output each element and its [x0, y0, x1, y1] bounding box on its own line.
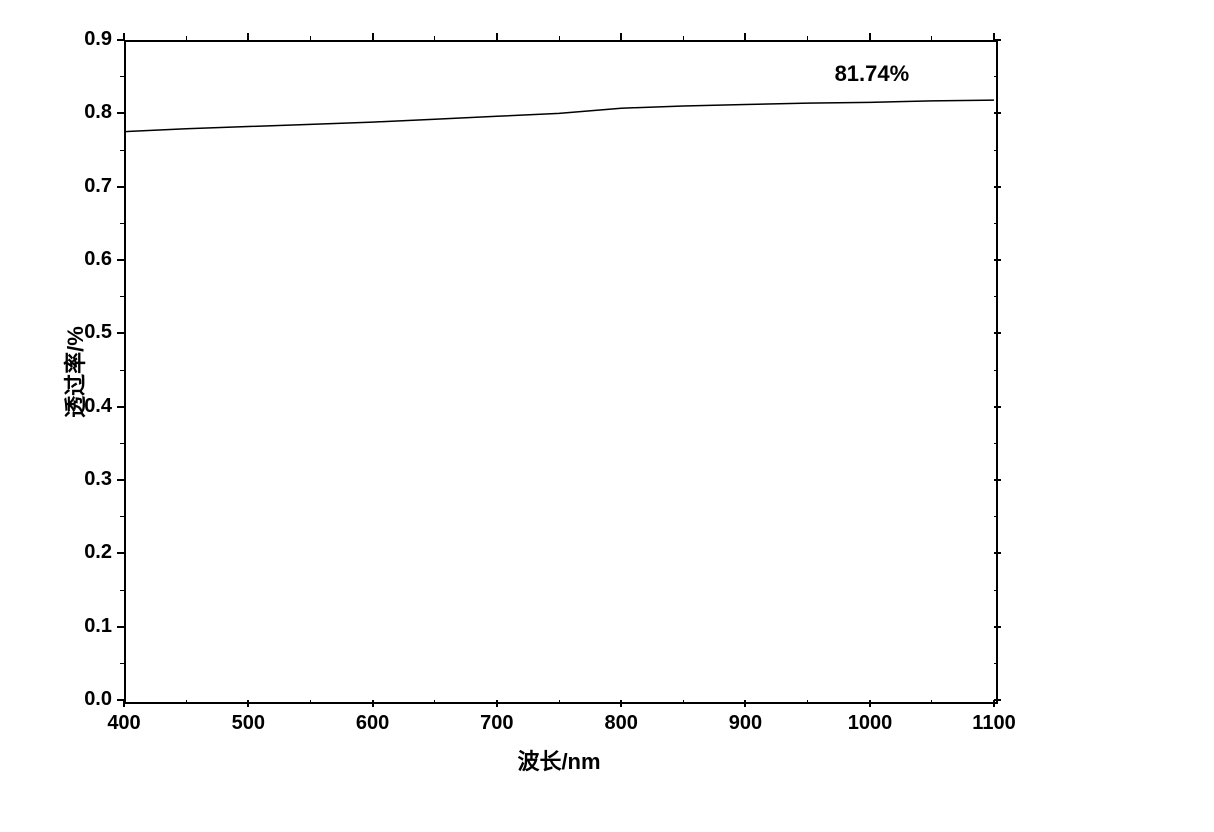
y-tick-mark	[117, 479, 124, 481]
y-tick-mark	[117, 259, 124, 261]
x-tick-mark	[744, 700, 746, 707]
x-minor-tick-top	[186, 36, 187, 40]
y-tick-mark-right	[994, 552, 1001, 554]
x-minor-tick-top	[807, 36, 808, 40]
x-tick-label: 900	[723, 712, 767, 735]
y-minor-tick	[120, 76, 124, 77]
x-minor-tick	[186, 700, 187, 704]
x-minor-tick-top	[683, 36, 684, 40]
x-minor-tick	[559, 700, 560, 704]
x-minor-tick-top	[931, 36, 932, 40]
y-tick-mark-right	[994, 39, 1001, 41]
y-tick-mark	[117, 112, 124, 114]
y-minor-tick	[120, 223, 124, 224]
y-tick-mark-right	[994, 112, 1001, 114]
y-tick-mark	[117, 332, 124, 334]
x-tick-mark-top	[372, 33, 374, 40]
y-minor-tick-right	[994, 76, 998, 77]
x-minor-tick	[310, 700, 311, 704]
y-tick-label: 0.6	[76, 248, 112, 271]
x-tick-mark-top	[620, 33, 622, 40]
x-tick-mark	[372, 700, 374, 707]
y-tick-mark	[117, 699, 124, 701]
x-minor-tick-top	[559, 36, 560, 40]
x-tick-label: 1000	[848, 712, 892, 735]
x-tick-label: 800	[599, 712, 643, 735]
y-minor-tick-right	[994, 443, 998, 444]
x-minor-tick-top	[310, 36, 311, 40]
chart-container: 81.74% 透过率/% 波长/nm 400500600700800900100…	[20, 20, 1120, 800]
y-minor-tick-right	[994, 663, 998, 664]
y-tick-label: 0.5	[76, 321, 112, 344]
x-minor-tick	[807, 700, 808, 704]
y-tick-label: 0.1	[76, 615, 112, 638]
y-tick-mark-right	[994, 626, 1001, 628]
y-tick-mark-right	[994, 186, 1001, 188]
y-tick-label: 0.0	[76, 688, 112, 711]
x-tick-mark	[620, 700, 622, 707]
x-tick-label: 600	[351, 712, 395, 735]
x-axis-label: 波长/nm	[509, 744, 609, 776]
plot-area	[124, 40, 998, 704]
y-minor-tick	[120, 443, 124, 444]
x-tick-mark-top	[496, 33, 498, 40]
y-tick-mark-right	[994, 479, 1001, 481]
x-minor-tick-top	[434, 36, 435, 40]
y-minor-tick	[120, 663, 124, 664]
x-tick-mark	[993, 700, 995, 707]
callout-label: 81.74%	[835, 61, 910, 87]
y-tick-mark-right	[994, 259, 1001, 261]
x-minor-tick	[434, 700, 435, 704]
y-tick-label: 0.3	[76, 468, 112, 491]
y-minor-tick-right	[994, 150, 998, 151]
x-tick-mark-top	[247, 33, 249, 40]
x-tick-mark-top	[869, 33, 871, 40]
y-minor-tick-right	[994, 590, 998, 591]
y-tick-mark	[117, 406, 124, 408]
y-minor-tick-right	[994, 370, 998, 371]
x-tick-mark-top	[744, 33, 746, 40]
y-minor-tick-right	[994, 516, 998, 517]
y-minor-tick	[120, 150, 124, 151]
y-tick-label: 0.8	[76, 101, 112, 124]
x-tick-label: 1100	[972, 712, 1016, 735]
y-tick-mark	[117, 39, 124, 41]
y-tick-mark	[117, 186, 124, 188]
y-tick-label: 0.2	[76, 541, 112, 564]
y-minor-tick	[120, 370, 124, 371]
x-tick-label: 400	[102, 712, 146, 735]
y-minor-tick	[120, 590, 124, 591]
y-tick-label: 0.4	[76, 395, 112, 418]
x-minor-tick	[931, 700, 932, 704]
x-tick-label: 500	[226, 712, 270, 735]
x-tick-mark	[247, 700, 249, 707]
y-tick-mark	[117, 626, 124, 628]
x-tick-mark	[496, 700, 498, 707]
y-minor-tick	[120, 516, 124, 517]
y-tick-label: 0.7	[76, 175, 112, 198]
y-minor-tick	[120, 296, 124, 297]
y-tick-mark	[117, 552, 124, 554]
x-tick-label: 700	[475, 712, 519, 735]
x-tick-mark	[869, 700, 871, 707]
x-tick-mark	[123, 700, 125, 707]
y-tick-label: 0.9	[76, 28, 112, 51]
y-tick-mark-right	[994, 406, 1001, 408]
y-minor-tick-right	[994, 296, 998, 297]
y-tick-mark-right	[994, 699, 1001, 701]
y-tick-mark-right	[994, 332, 1001, 334]
y-minor-tick-right	[994, 223, 998, 224]
x-minor-tick	[683, 700, 684, 704]
